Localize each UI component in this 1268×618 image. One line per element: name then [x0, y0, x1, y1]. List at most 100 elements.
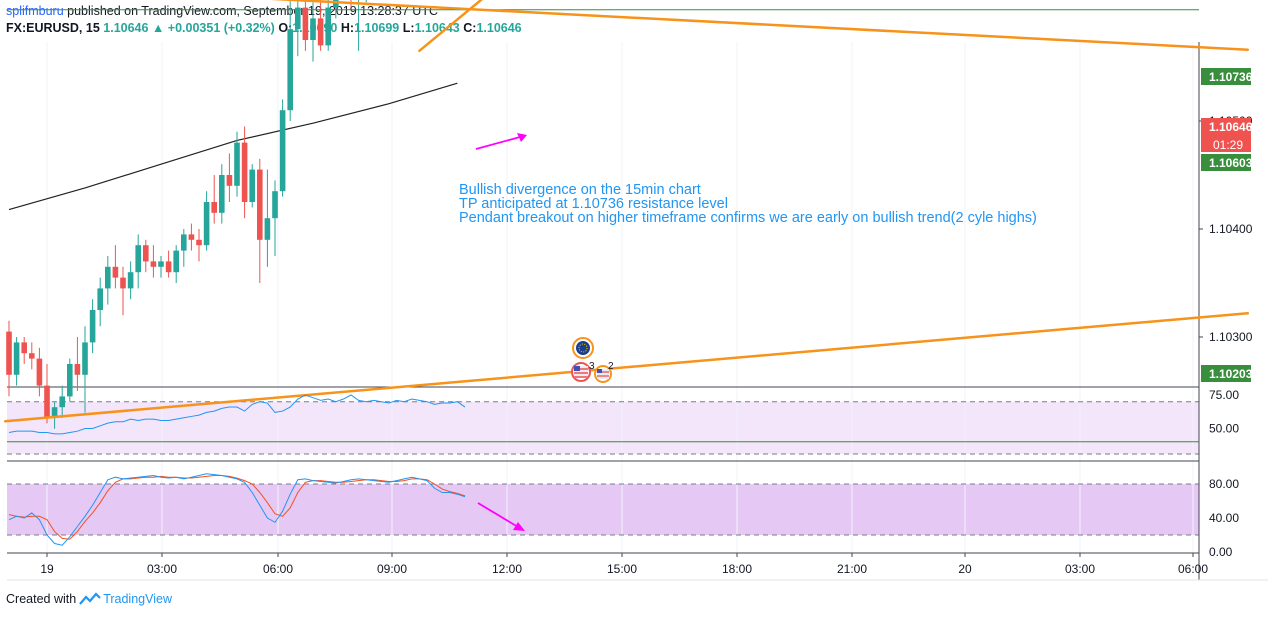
rsi-band — [7, 401, 1199, 454]
time-axis[interactable]: 19 03:00 06:00 09:00 12:00 15:00 18:00 21:00 20 0… — [40, 553, 1208, 576]
candle-body — [67, 364, 73, 397]
author-link[interactable]: splifmburu — [6, 4, 64, 18]
stoch-divergence-arrow — [477, 502, 519, 528]
last-price: 1.10646 — [103, 21, 149, 35]
candle-body — [196, 239, 202, 246]
stoch-k-line — [8, 473, 466, 546]
candle-body — [249, 169, 255, 202]
support-price-tag — [1201, 365, 1251, 382]
time-tick-label: 12:00 — [492, 562, 522, 576]
current-price-tag — [1201, 118, 1251, 152]
support-price-label: 1.10203 — [1209, 367, 1253, 381]
stoch-band — [7, 484, 1199, 535]
resistance-price-label: 1.10736 — [1209, 70, 1253, 84]
stoch-tick-label: 40.00 — [1209, 511, 1239, 525]
stoch-tick-label: 0.00 — [1209, 545, 1233, 559]
mid-level-price-label: 1.10603 — [1209, 156, 1253, 170]
candle-body — [59, 396, 65, 408]
candle-body — [165, 261, 172, 273]
annotation-line-2[interactable]: TP anticipated at 1.10736 resistance lev… — [459, 196, 728, 212]
candle-body — [150, 261, 157, 267]
stoch-d-line — [8, 475, 466, 540]
rsi-line — [8, 394, 466, 435]
time-tick-label: 18:00 — [722, 562, 752, 576]
time-tick-label: 15:00 — [607, 562, 637, 576]
candle-body — [135, 245, 141, 273]
rsi-tick-label: 50.00 — [1209, 422, 1239, 436]
candle-body — [105, 266, 111, 289]
stoch-lines — [8, 473, 466, 546]
tradingview-logo-icon — [79, 592, 101, 609]
event-count-1: 3 — [589, 361, 595, 372]
annotation-line-1[interactable]: Bullish divergence on the 15min chart — [459, 182, 701, 198]
price-tick-label: 1.10400 — [1209, 222, 1253, 236]
annotation-line-3[interactable]: Pendant breakout on higher timeframe con… — [459, 210, 1037, 226]
candlesticks — [6, 0, 367, 429]
time-tick-label: 19 — [40, 562, 54, 576]
candle-body — [89, 310, 96, 343]
up-triangle-icon: ▲ — [151, 21, 165, 35]
candle-body — [29, 353, 35, 359]
publish-info: splifmburu published on TradingView.com,… — [6, 4, 438, 18]
stoch-tick-label: 80.00 — [1209, 477, 1239, 491]
time-tick-label: 20 — [958, 562, 972, 576]
candle-body — [127, 272, 134, 289]
close-label: C: — [463, 21, 477, 35]
trendline — [3, 311, 1250, 423]
price-tick-label: 1.10300 — [1209, 330, 1253, 344]
footer: Created with TradingView — [6, 592, 172, 609]
arrow-head — [513, 522, 525, 531]
candle-body — [257, 169, 263, 240]
grid — [7, 42, 1199, 553]
time-tick-label: 09:00 — [377, 562, 407, 576]
candle-body — [36, 358, 43, 386]
high-value: 1.10699 — [354, 21, 400, 35]
time-tick-label: 21:00 — [837, 562, 867, 576]
open-label: O: — [278, 21, 293, 35]
candle-body — [264, 218, 271, 240]
candle-body — [173, 250, 179, 273]
candle-body — [287, 29, 293, 111]
candle-body — [21, 342, 27, 354]
candle-body — [158, 261, 164, 267]
symbol-legend: FX:EURUSD, 15 1.10646 ▲ +0.00351 (+0.32%… — [6, 21, 522, 35]
candle-body — [181, 234, 187, 251]
candle-body — [51, 407, 58, 418]
current-price-label: 1.10646 — [1209, 120, 1253, 134]
symbol-name[interactable]: FX:EURUSD, 15 — [6, 21, 100, 35]
candle-body — [44, 385, 50, 418]
event-count-2: 2 — [608, 361, 614, 372]
price-change: +0.00351 (+0.32%) — [167, 21, 275, 35]
moving-average — [8, 82, 458, 211]
candle-body — [120, 277, 126, 289]
low-label: L: — [402, 21, 415, 35]
candle-body — [74, 364, 81, 375]
candle-body — [241, 142, 248, 202]
candle-body — [112, 266, 119, 278]
rsi-tick-label: 75.00 — [1209, 388, 1239, 402]
candle-body — [82, 342, 88, 375]
time-tick-label: 03:00 — [147, 562, 177, 576]
time-tick-label: 03:00 — [1065, 562, 1095, 576]
divergence-arrows — [475, 133, 527, 531]
candle-body — [203, 202, 210, 246]
candle-body — [272, 191, 278, 219]
candle-body — [219, 175, 225, 213]
price-axis[interactable]: 1.103001.104001.105001.1070075.0050.0080… — [1199, 0, 1253, 559]
eu-flag-event-icon[interactable] — [572, 337, 594, 359]
price-pane[interactable] — [7, 42, 1199, 387]
candle-body — [6, 331, 12, 375]
published-text: published on TradingView.com, September … — [67, 4, 438, 18]
trendlines[interactable] — [3, 0, 1250, 423]
time-tick-label: 06:00 — [1178, 562, 1208, 576]
tradingview-link[interactable]: TradingView — [103, 592, 172, 606]
resistance-price-tag — [1201, 68, 1251, 85]
bar-countdown: 01:29 — [1213, 138, 1243, 152]
candle-body — [97, 288, 103, 310]
us-flag-event-icon-2[interactable] — [594, 365, 612, 383]
price-divergence-arrow — [475, 136, 521, 150]
candle-body — [211, 202, 217, 213]
us-flag-event-icon[interactable] — [571, 362, 591, 382]
candle-body — [13, 342, 20, 375]
